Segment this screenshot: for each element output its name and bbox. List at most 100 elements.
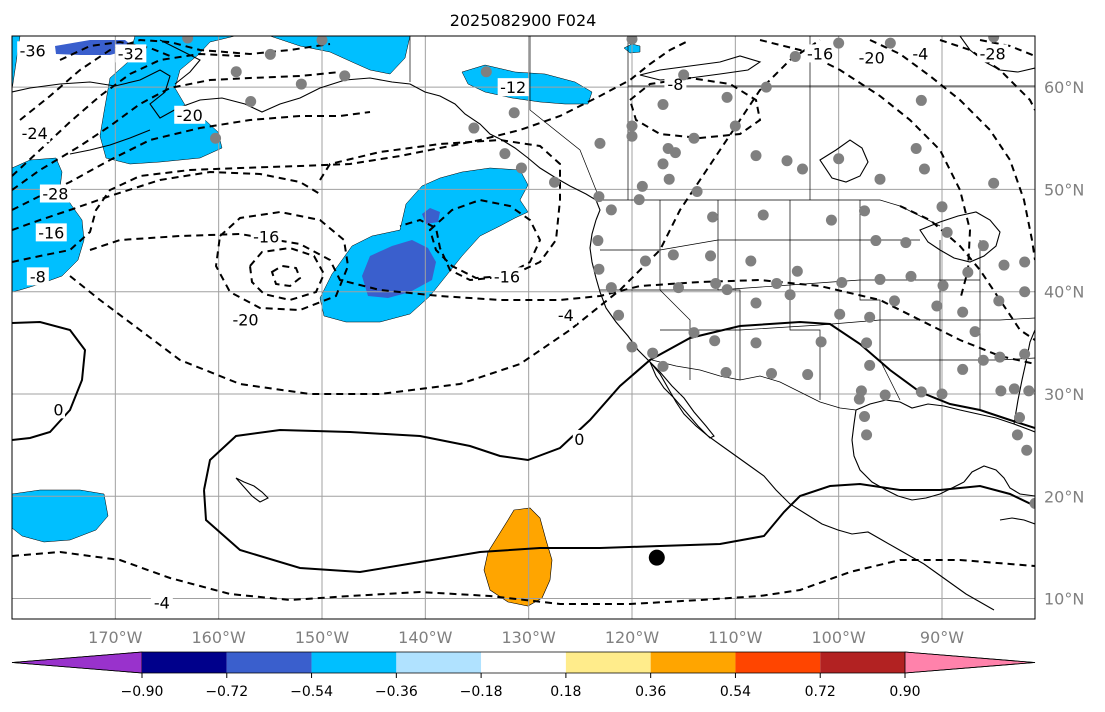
station-dot bbox=[720, 367, 732, 379]
contour-label: -24 bbox=[22, 124, 48, 143]
station-dot bbox=[915, 94, 927, 106]
station-dot bbox=[962, 266, 974, 278]
lon-tick-label: 140°W bbox=[398, 628, 453, 647]
colorbar-tick-label: −0.54 bbox=[290, 684, 333, 700]
colorbar-segment bbox=[735, 652, 821, 673]
border-canada-us bbox=[600, 199, 941, 227]
contour-labels: -36 -32 -24 -28 -16 -8 -20 -16 -20 -16 -12 -4 -8 -16 -… bbox=[17, 41, 1009, 613]
contour-label: -4 bbox=[154, 594, 170, 613]
contour-minus16-gulf bbox=[428, 198, 542, 280]
map-gridlines bbox=[12, 36, 1035, 619]
station-dot bbox=[1019, 348, 1031, 360]
station-dot bbox=[647, 347, 659, 359]
border-states-h2 bbox=[600, 279, 980, 291]
colorbar: −0.90 −0.72 −0.54 −0.36 −0.18 0.18 0.36 0.54 0.7… bbox=[11, 651, 1036, 700]
station-dot bbox=[988, 36, 1000, 43]
station-dot bbox=[515, 162, 527, 174]
lon-tick-label: 110°W bbox=[708, 628, 763, 647]
contour-label-bg bbox=[250, 227, 282, 246]
station-dot bbox=[870, 235, 882, 247]
station-dot bbox=[549, 176, 560, 188]
contour-minus12 bbox=[319, 138, 561, 282]
contour-label: -20 bbox=[859, 48, 885, 67]
coast-hudson-bay bbox=[819, 139, 869, 183]
contour-minus20-a bbox=[12, 111, 371, 211]
contour-label: -4 bbox=[558, 306, 574, 325]
shade-dark-blue-small bbox=[422, 208, 440, 224]
lat-tick-label: 10°N bbox=[1044, 590, 1084, 609]
station-dot bbox=[667, 249, 679, 261]
station-dot bbox=[230, 66, 242, 78]
station-dot bbox=[709, 335, 721, 347]
station-dot bbox=[750, 297, 762, 309]
lat-tick-label: 40°N bbox=[1044, 283, 1084, 302]
station-dot bbox=[605, 204, 617, 216]
station-dot bbox=[673, 282, 684, 294]
contour-minus20-loop bbox=[248, 246, 326, 302]
contour-label-bg bbox=[35, 223, 67, 242]
colorbar-segment bbox=[565, 652, 651, 673]
contour-label-bg bbox=[856, 48, 888, 67]
lon-tick-label: 150°W bbox=[295, 628, 350, 647]
station-dot bbox=[993, 295, 1005, 307]
station-dot bbox=[639, 255, 651, 267]
lon-tick-label: 120°W bbox=[605, 628, 660, 647]
colorbar-tick-label: −0.18 bbox=[460, 684, 503, 700]
colorbar-segment bbox=[142, 652, 227, 673]
contour-label-bg bbox=[150, 593, 173, 612]
colorbar-tick-label: 0.54 bbox=[720, 684, 751, 700]
station-markers bbox=[182, 36, 1035, 509]
colorbar-tick-label: −0.36 bbox=[375, 684, 418, 700]
station-dot bbox=[861, 429, 873, 441]
border-states-4 bbox=[859, 200, 901, 401]
station-dot bbox=[499, 148, 511, 160]
station-dot bbox=[836, 276, 848, 288]
contour-label: -20 bbox=[177, 106, 203, 125]
contour-minus36-a bbox=[59, 40, 171, 61]
contour-minus16-loop bbox=[214, 210, 350, 312]
station-dot bbox=[657, 360, 669, 372]
station-dot bbox=[593, 191, 605, 203]
station-dot bbox=[977, 240, 989, 252]
station-dot bbox=[592, 235, 604, 247]
station-dot bbox=[1014, 412, 1025, 424]
contour-minus24-loop bbox=[270, 264, 302, 288]
colorbar-high-extension bbox=[904, 651, 1036, 674]
station-dot bbox=[745, 255, 757, 267]
station-dot bbox=[988, 177, 1000, 189]
colorbar-segment bbox=[820, 652, 905, 673]
station-dot bbox=[864, 359, 876, 371]
contour-label: -16 bbox=[494, 267, 520, 286]
colorbar-tick-label: 0.90 bbox=[889, 684, 920, 700]
coast-alaska-inner bbox=[159, 39, 201, 85]
station-dot bbox=[1011, 429, 1023, 441]
station-dot bbox=[825, 214, 837, 226]
contour-label-bg bbox=[19, 124, 51, 143]
contour-label: -4 bbox=[912, 44, 928, 63]
station-dot bbox=[721, 91, 733, 103]
station-dot bbox=[750, 150, 762, 162]
station-dot bbox=[859, 205, 870, 217]
station-dot bbox=[994, 351, 1006, 363]
station-dot bbox=[797, 163, 808, 175]
station-dot bbox=[931, 300, 943, 312]
border-states-3 bbox=[789, 200, 821, 400]
colorbar-low-extension bbox=[11, 651, 143, 674]
shade-dark-blue-center bbox=[362, 240, 436, 298]
station-dot bbox=[815, 336, 827, 348]
storm-center-marker bbox=[648, 549, 665, 566]
colorbar-segment bbox=[226, 652, 312, 673]
map-area: -36 -32 -24 -28 -16 -8 -20 -16 -20 -16 -12 -4 -8 -16 -… bbox=[12, 36, 1035, 619]
contour-label-bg bbox=[230, 310, 262, 329]
station-dot bbox=[1021, 444, 1033, 456]
contour-label: -20 bbox=[232, 310, 258, 329]
contour-label: -16 bbox=[253, 227, 279, 246]
contour-minus28-ne bbox=[979, 39, 1035, 57]
contour-label-bg bbox=[26, 267, 49, 286]
station-dot bbox=[1008, 383, 1020, 395]
contour-label: -8 bbox=[667, 75, 683, 94]
station-dot bbox=[833, 153, 845, 165]
contour-minus8-a bbox=[12, 39, 691, 263]
station-dot bbox=[969, 326, 981, 338]
station-dot bbox=[915, 386, 927, 398]
